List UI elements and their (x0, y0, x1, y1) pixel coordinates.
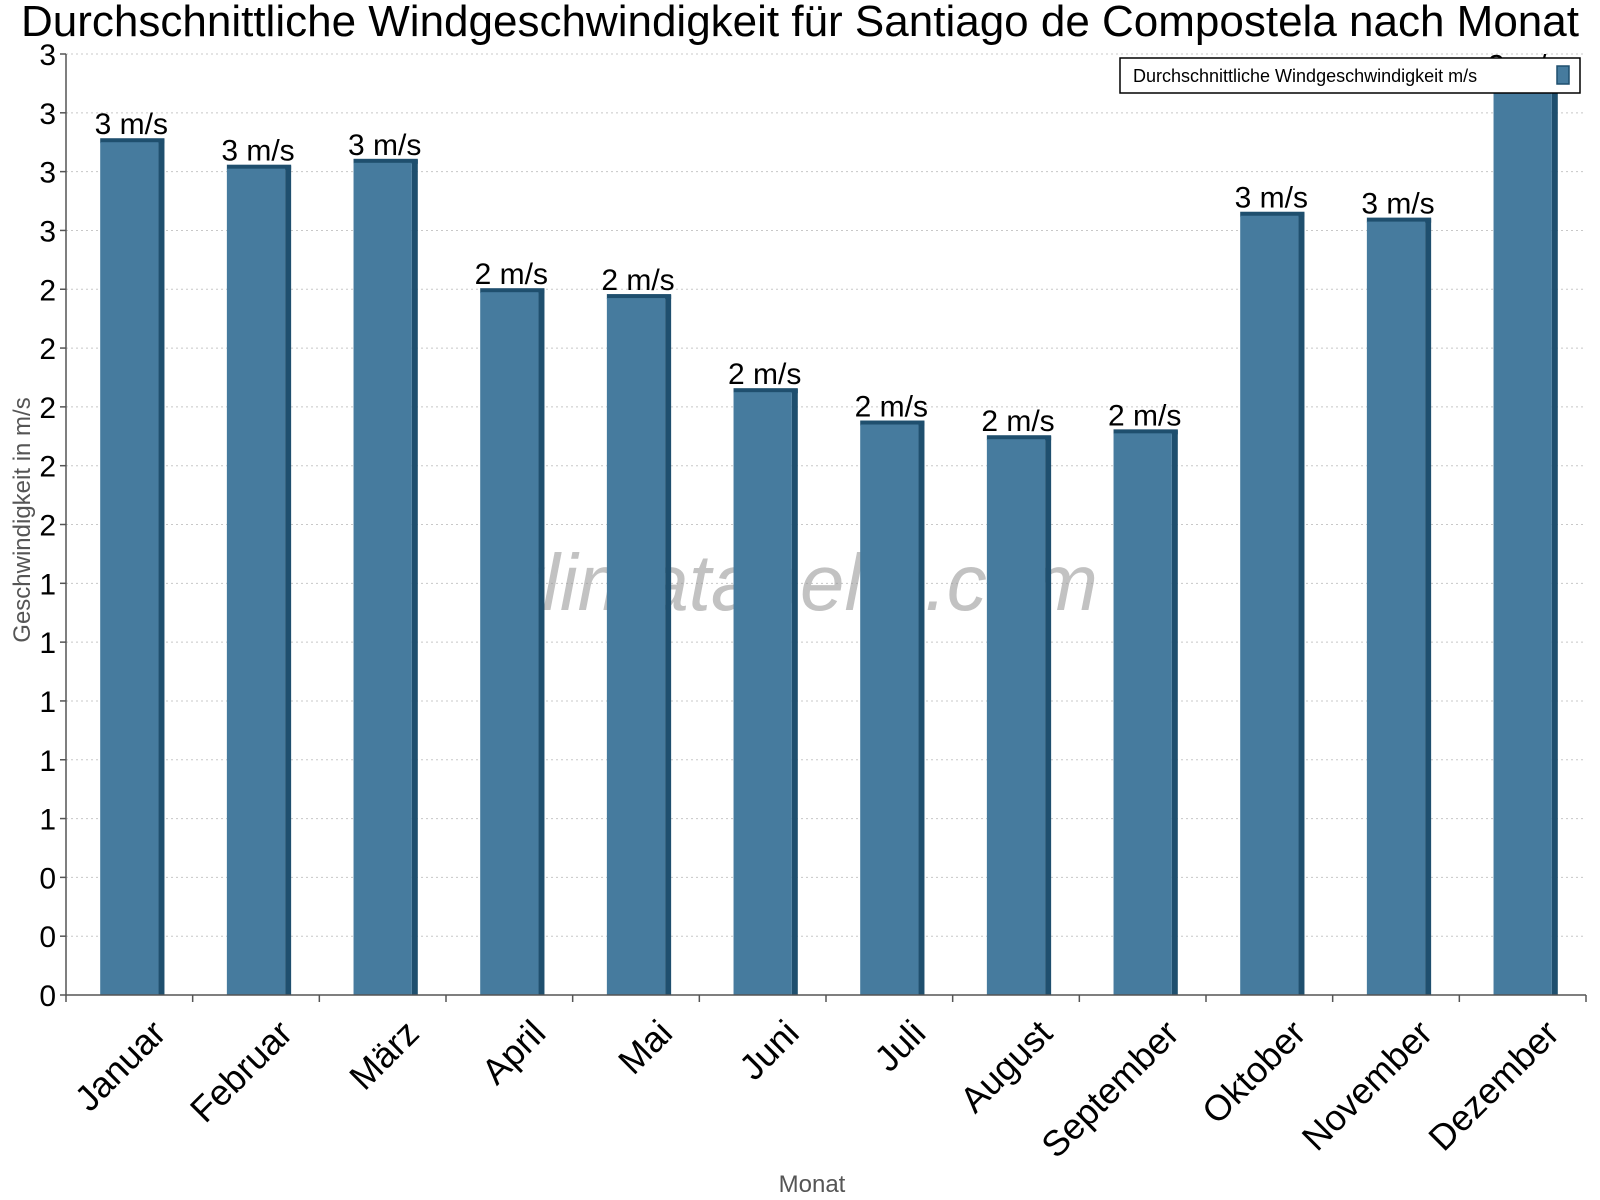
data-label: 3 m/s (1361, 188, 1434, 221)
bar-top (733, 388, 798, 394)
bar (860, 424, 919, 995)
bars (100, 79, 1558, 996)
x-tick-label: Mai (610, 1012, 680, 1082)
legend-swatch (1556, 65, 1570, 85)
bar-top (1240, 211, 1305, 217)
y-tick-label: 0 (39, 980, 56, 1013)
legend-box (1119, 57, 1581, 94)
bar-top (353, 158, 418, 164)
x-tick-label: April (473, 1012, 553, 1092)
bar (226, 168, 286, 995)
bar-top (226, 164, 292, 170)
bar (353, 162, 412, 996)
y-tick-label: 3 (39, 157, 56, 190)
bar-side (538, 289, 545, 995)
legend-label: Durchschnittliche Windgeschwindigkeit m/… (1133, 66, 1477, 86)
y-tick-labels: 0 0 0 1 1 1 1 1 2 2 2 2 2 3 3 3 3 (39, 39, 56, 1013)
data-label: 3 m/s (1235, 182, 1308, 215)
bar (100, 142, 159, 995)
x-axis-title: Monat (779, 1171, 846, 1198)
x-tick-label: März (341, 1012, 427, 1098)
y-tick-label: 2 (39, 392, 56, 425)
data-label: 2 m/s (475, 258, 548, 291)
data-labels: 3 m/s 3 m/s 3 m/s 2 m/s 2 m/s 2 m/s 2 m/s 2 m/s… (95, 49, 1562, 438)
data-label: 3 m/s (95, 108, 168, 141)
x-tick-label: Juni (731, 1012, 807, 1088)
bar-side (665, 295, 672, 995)
bar-top (1113, 429, 1178, 435)
data-label: 2 m/s (981, 405, 1054, 438)
x-tick-label: August (952, 1012, 1060, 1120)
y-tick-label: 1 (39, 568, 56, 601)
bar (1493, 83, 1552, 995)
bar-side (411, 159, 418, 996)
bar-top (986, 435, 1052, 441)
y-tick-label: 2 (39, 274, 56, 307)
data-label: 2 m/s (601, 264, 674, 297)
y-tick-label: 1 (39, 686, 56, 719)
y-tick-label: 3 (39, 215, 56, 248)
x-tick-label: Oktober (1194, 1012, 1314, 1132)
bar (480, 292, 539, 995)
x-tick-label: Dezember (1420, 1012, 1566, 1158)
y-tick-label: 1 (39, 627, 56, 660)
bar (986, 439, 1046, 995)
bar-top (1366, 217, 1432, 223)
bar-top (860, 420, 925, 426)
y-tick-label: 2 (39, 510, 56, 543)
y-axis-title: Geschwindigkeit in m/s (9, 397, 36, 642)
bar-top (100, 138, 165, 144)
axes (60, 53, 1587, 1002)
x-tick-label: September (1033, 1012, 1187, 1166)
bar (1240, 215, 1299, 995)
x-tick-label: Januar (67, 1012, 174, 1119)
y-tick-label: 0 (39, 921, 56, 954)
bar-side (1171, 430, 1178, 995)
bar-side (791, 389, 798, 995)
bar-side (158, 139, 165, 995)
y-tick-label: 3 (39, 39, 56, 72)
x-tick-label: November (1294, 1012, 1440, 1158)
bar-side (1045, 436, 1052, 995)
data-label: 2 m/s (1108, 399, 1181, 432)
y-tick-label: 3 (39, 98, 56, 131)
y-tick-label: 2 (39, 451, 56, 484)
gridlines (66, 53, 1586, 937)
legend: Durchschnittliche Windgeschwindigkeit m/… (1119, 57, 1581, 94)
x-tick-label: Juli (866, 1012, 933, 1079)
x-tick-label: Februar (182, 1012, 300, 1130)
data-label: 3 m/s (348, 129, 421, 162)
y-tick-label: 2 (39, 333, 56, 366)
bar-side (285, 165, 292, 995)
bar-side (918, 421, 925, 995)
bar-top (480, 288, 545, 294)
y-tick-label: 1 (39, 804, 56, 837)
data-label: 2 m/s (855, 391, 928, 424)
bar-side (1551, 80, 1558, 995)
y-tick-label: 1 (39, 745, 56, 778)
bar-side (1298, 212, 1305, 995)
bar (1113, 433, 1172, 995)
chart-title: Durchschnittliche Windgeschwindigkeit fü… (21, 0, 1579, 46)
bar (1366, 221, 1426, 996)
y-tick-label: 0 (39, 862, 56, 895)
bar-side (1425, 218, 1432, 996)
bar (733, 392, 792, 995)
data-label: 2 m/s (728, 358, 801, 391)
bar (606, 298, 666, 995)
data-label: 3 m/s (221, 135, 294, 168)
x-tick-labels: Januar Februar März April Mai Juni Juli AugustS… (67, 1012, 1567, 1166)
bar-top (606, 294, 672, 300)
